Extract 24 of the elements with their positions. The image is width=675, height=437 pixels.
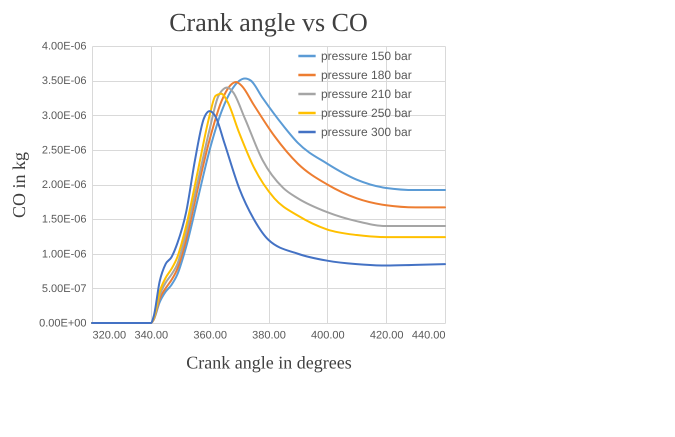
y-tick-label: 1.00E-06 <box>42 248 86 260</box>
x-tick-label: 360.00 <box>193 330 227 342</box>
x-axis-title: Crank angle in degrees <box>186 352 352 372</box>
x-tick-label: 440.00 <box>412 330 446 342</box>
y-tick-label: 2.50E-06 <box>42 144 86 156</box>
chart-title: Crank angle vs CO <box>169 8 368 37</box>
x-tick-label: 380.00 <box>252 330 286 342</box>
y-tick-label: 5.00E-07 <box>42 282 86 295</box>
y-tick-label: 2.00E-06 <box>42 179 86 191</box>
x-tick-label: 320.00 <box>92 330 126 342</box>
legend-label: pressure 210 bar <box>321 87 412 101</box>
y-tick-label: 4.00E-06 <box>42 40 86 52</box>
legend-label: pressure 300 bar <box>321 125 412 139</box>
legend-label: pressure 150 bar <box>321 49 412 63</box>
y-tick-label: 3.50E-06 <box>42 75 86 88</box>
x-tick-label: 420.00 <box>370 330 404 342</box>
x-tick-label: 400.00 <box>311 330 345 342</box>
legend-label: pressure 250 bar <box>321 106 412 120</box>
y-axis-title: CO in kg <box>9 152 30 218</box>
x-tick-label: 340.00 <box>134 330 168 342</box>
y-tick-label: 0.00E+00 <box>39 318 86 330</box>
y-tick-label: 1.50E-06 <box>42 214 86 226</box>
legend-label: pressure 180 bar <box>321 68 412 82</box>
y-tick-label: 3.00E-06 <box>42 110 86 122</box>
